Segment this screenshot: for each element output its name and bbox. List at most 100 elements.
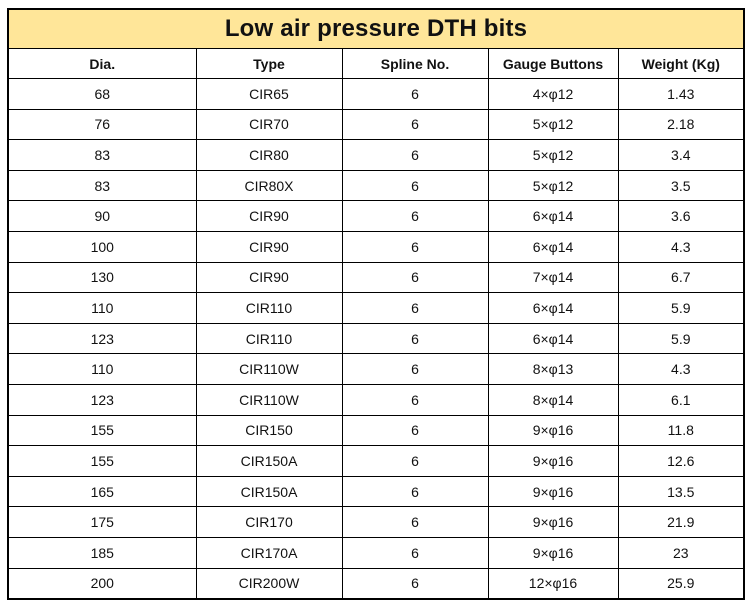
table-row: 100 CIR90 6 6×φ14 4.3: [7, 230, 745, 263]
cell-dia: 123: [7, 322, 197, 355]
cell-weight: 3.5: [617, 169, 745, 202]
cell-dia: 165: [7, 475, 197, 508]
cell-spline-no: 6: [341, 353, 489, 385]
table-body: 68 CIR65 6 4×φ12 1.43 76 CIR70 6 5×φ12 2.18 83 CIR8…: [7, 78, 745, 600]
cell-type: CIR150A: [195, 475, 343, 508]
cell-type: CIR110W: [195, 383, 343, 416]
cell-spline-no: 6: [341, 414, 489, 447]
spec-sheet: Low air pressure DTH bits Dia. Type Spli…: [7, 8, 746, 601]
cell-gauge-buttons: 6×φ14: [487, 292, 619, 324]
cell-type: CIR70: [195, 108, 343, 141]
cell-type: CIR90: [195, 200, 343, 232]
table-row: 155 CIR150 6 9×φ16 11.8: [7, 414, 745, 447]
table-title: Low air pressure DTH bits: [7, 8, 745, 49]
cell-type: CIR110W: [195, 353, 343, 385]
cell-type: CIR90: [195, 230, 343, 263]
table-row: 76 CIR70 6 5×φ12 2.18: [7, 108, 745, 141]
cell-type: CIR80X: [195, 169, 343, 202]
cell-gauge-buttons: 9×φ16: [487, 506, 619, 538]
cell-gauge-buttons: 9×φ16: [487, 414, 619, 447]
cell-spline-no: 6: [341, 261, 489, 294]
table-row: 155 CIR150A 6 9×φ16 12.6: [7, 445, 745, 477]
cell-gauge-buttons: 12×φ16: [487, 567, 619, 600]
cell-type: CIR170A: [195, 536, 343, 569]
cell-spline-no: 6: [341, 108, 489, 141]
cell-weight: 13.5: [617, 475, 745, 508]
table-row: 110 CIR110 6 6×φ14 5.9: [7, 292, 745, 324]
cell-dia: 200: [7, 567, 197, 600]
cell-weight: 3.6: [617, 200, 745, 232]
cell-gauge-buttons: 7×φ14: [487, 261, 619, 294]
cell-type: CIR65: [195, 78, 343, 110]
cell-gauge-buttons: 6×φ14: [487, 230, 619, 263]
cell-weight: 4.3: [617, 230, 745, 263]
cell-dia: 83: [7, 169, 197, 202]
cell-gauge-buttons: 8×φ13: [487, 353, 619, 385]
cell-gauge-buttons: 8×φ14: [487, 383, 619, 416]
cell-type: CIR90: [195, 261, 343, 294]
table-row: 90 CIR90 6 6×φ14 3.6: [7, 200, 745, 232]
table-row: 123 CIR110W 6 8×φ14 6.1: [7, 383, 745, 416]
cell-spline-no: 6: [341, 169, 489, 202]
cell-dia: 100: [7, 230, 197, 263]
cell-weight: 21.9: [617, 506, 745, 538]
cell-spline-no: 6: [341, 567, 489, 600]
cell-dia: 155: [7, 414, 197, 447]
cell-spline-no: 6: [341, 536, 489, 569]
table-row: 83 CIR80X 6 5×φ12 3.5: [7, 169, 745, 202]
header-weight: Weight (Kg): [617, 48, 745, 79]
cell-dia: 90: [7, 200, 197, 232]
cell-dia: 76: [7, 108, 197, 141]
table-row: 110 CIR110W 6 8×φ13 4.3: [7, 353, 745, 385]
table-row: 68 CIR65 6 4×φ12 1.43: [7, 78, 745, 110]
table-row: 175 CIR170 6 9×φ16 21.9: [7, 506, 745, 538]
title-row: Low air pressure DTH bits: [7, 8, 745, 49]
cell-gauge-buttons: 5×φ12: [487, 169, 619, 202]
cell-type: CIR200W: [195, 567, 343, 600]
cell-spline-no: 6: [341, 383, 489, 416]
cell-spline-no: 6: [341, 506, 489, 538]
cell-weight: 11.8: [617, 414, 745, 447]
cell-weight: 6.1: [617, 383, 745, 416]
table-row: 200 CIR200W 6 12×φ16 25.9: [7, 567, 745, 600]
cell-spline-no: 6: [341, 292, 489, 324]
dth-bits-table: Low air pressure DTH bits Dia. Type Spli…: [7, 8, 746, 601]
cell-type: CIR150: [195, 414, 343, 447]
cell-gauge-buttons: 9×φ16: [487, 536, 619, 569]
cell-type: CIR170: [195, 506, 343, 538]
cell-dia: 68: [7, 78, 197, 110]
cell-spline-no: 6: [341, 445, 489, 477]
cell-dia: 155: [7, 445, 197, 477]
table-row: 165 CIR150A 6 9×φ16 13.5: [7, 475, 745, 508]
cell-gauge-buttons: 6×φ14: [487, 200, 619, 232]
cell-dia: 123: [7, 383, 197, 416]
cell-type: CIR110: [195, 292, 343, 324]
header-dia: Dia.: [7, 48, 197, 79]
cell-type: CIR110: [195, 322, 343, 355]
table-row: 123 CIR110 6 6×φ14 5.9: [7, 322, 745, 355]
cell-gauge-buttons: 9×φ16: [487, 475, 619, 508]
cell-dia: 130: [7, 261, 197, 294]
cell-type: CIR150A: [195, 445, 343, 477]
header-spline-no: Spline No.: [341, 48, 489, 79]
cell-dia: 110: [7, 353, 197, 385]
cell-weight: 25.9: [617, 567, 745, 600]
cell-weight: 4.3: [617, 353, 745, 385]
cell-spline-no: 6: [341, 322, 489, 355]
cell-weight: 6.7: [617, 261, 745, 294]
cell-dia: 110: [7, 292, 197, 324]
cell-weight: 5.9: [617, 292, 745, 324]
cell-dia: 185: [7, 536, 197, 569]
header-row: Dia. Type Spline No. Gauge Buttons Weigh…: [7, 48, 745, 79]
cell-spline-no: 6: [341, 139, 489, 171]
header-gauge-buttons: Gauge Buttons: [487, 48, 619, 79]
cell-type: CIR80: [195, 139, 343, 171]
cell-spline-no: 6: [341, 78, 489, 110]
cell-weight: 3.4: [617, 139, 745, 171]
cell-gauge-buttons: 6×φ14: [487, 322, 619, 355]
cell-spline-no: 6: [341, 475, 489, 508]
cell-dia: 83: [7, 139, 197, 171]
cell-spline-no: 6: [341, 200, 489, 232]
table-row: 83 CIR80 6 5×φ12 3.4: [7, 139, 745, 171]
cell-gauge-buttons: 4×φ12: [487, 78, 619, 110]
